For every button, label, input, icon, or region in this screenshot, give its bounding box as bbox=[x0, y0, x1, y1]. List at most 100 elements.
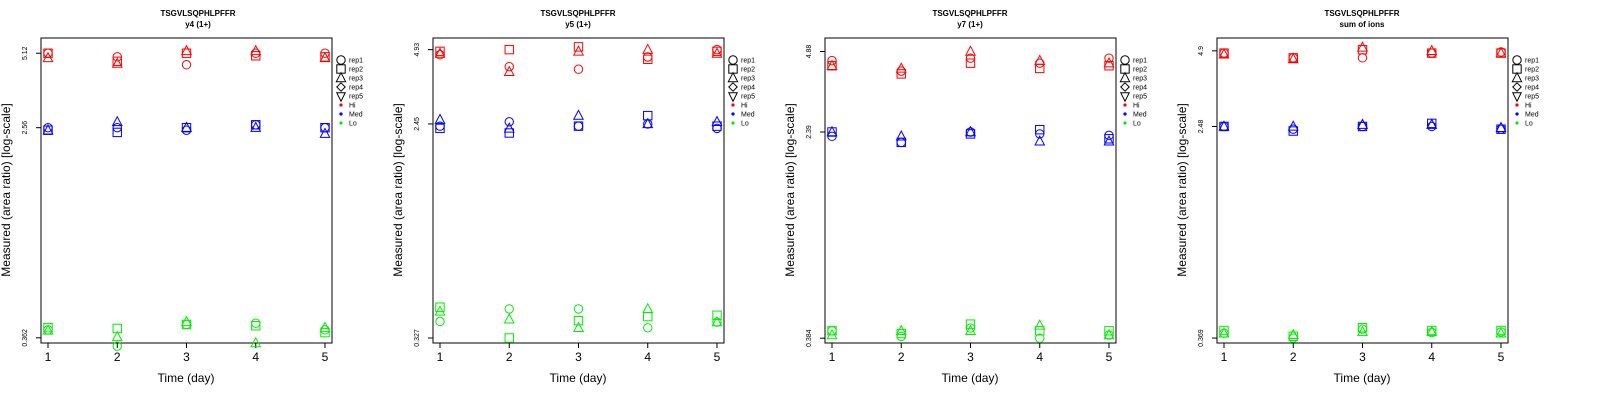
data-point-lo-rep3 bbox=[503, 313, 515, 324]
data-point-med-rep2 bbox=[1288, 126, 1298, 136]
data-point-med-rep2 bbox=[1496, 124, 1506, 134]
data-point-med-rep3 bbox=[180, 121, 193, 132]
data-point-med-rep2 bbox=[1104, 134, 1114, 144]
data-point-med-rep2 bbox=[712, 121, 722, 131]
x-tick-label: 3 bbox=[1359, 350, 1366, 364]
y-tick-label: 4.88 bbox=[806, 45, 813, 59]
data-point-hi-rep3 bbox=[711, 47, 723, 58]
legend-label: rep4 bbox=[1133, 85, 1147, 92]
y-tick-label: 5.12 bbox=[22, 46, 29, 60]
legend-label: rep4 bbox=[741, 85, 755, 92]
data-point-lo-rep2 bbox=[504, 333, 514, 343]
x-tick-label: 1 bbox=[437, 350, 444, 364]
data-point-med-rep1 bbox=[896, 137, 906, 148]
legend-label: rep1 bbox=[1133, 58, 1147, 65]
data-point-med-rep3 bbox=[642, 117, 654, 129]
legend-rep5-icon bbox=[1511, 92, 1523, 103]
data-point-lo-rep2 bbox=[1219, 325, 1229, 336]
data-point-med-rep1 bbox=[112, 122, 122, 133]
data-point-hi-rep1 bbox=[573, 64, 584, 74]
data-point-med-rep3 bbox=[826, 125, 838, 137]
legend-label: rep3 bbox=[349, 76, 363, 83]
data-point-lo-rep2 bbox=[251, 321, 261, 331]
data-point-med-rep2 bbox=[896, 137, 906, 148]
data-point-lo-rep3 bbox=[1287, 328, 1299, 340]
legend-label: rep3 bbox=[1133, 76, 1147, 83]
chart-subtitle: y7 (1+) bbox=[957, 20, 983, 29]
legend-rep3-icon bbox=[1119, 71, 1131, 83]
data-point-lo-rep3 bbox=[250, 336, 262, 348]
data-point-med-rep2 bbox=[112, 127, 122, 138]
data-point-hi-rep1 bbox=[1219, 48, 1229, 58]
data-point-hi-rep2 bbox=[112, 56, 122, 66]
data-point-med-rep3 bbox=[42, 123, 54, 135]
x-tick-label: 3 bbox=[967, 350, 974, 364]
legend-label: rep4 bbox=[1525, 85, 1539, 92]
legend-rep1-icon bbox=[1120, 55, 1130, 65]
legend-label: Hi bbox=[741, 103, 748, 110]
data-point-med-rep3 bbox=[319, 127, 331, 138]
y-axis-label: Measured (area ratio) [log-scale] bbox=[391, 103, 405, 276]
legend-hi-icon bbox=[339, 103, 343, 107]
data-point-hi-rep1 bbox=[1104, 53, 1114, 63]
legend-rep1-icon bbox=[1512, 55, 1522, 65]
data-point-med-rep3 bbox=[572, 109, 585, 120]
plot-frame bbox=[40, 37, 333, 344]
data-point-hi-rep3 bbox=[319, 51, 331, 63]
legend-label: Med bbox=[741, 112, 755, 119]
data-point-hi-rep3 bbox=[1356, 41, 1369, 52]
data-point-med-rep2 bbox=[435, 123, 445, 134]
data-point-lo-rep3 bbox=[572, 321, 585, 332]
legend-label: Hi bbox=[349, 103, 356, 110]
data-point-hi-rep3 bbox=[1287, 52, 1299, 64]
y-tick-label: 2.48 bbox=[1198, 120, 1205, 134]
data-point-hi-rep3 bbox=[1103, 56, 1115, 68]
legend-rep1-icon bbox=[336, 55, 346, 65]
data-point-lo-rep2 bbox=[965, 319, 976, 329]
data-point-lo-rep3 bbox=[1356, 325, 1369, 337]
y-tick-label: 0.369 bbox=[1198, 329, 1205, 347]
data-point-med-rep3 bbox=[711, 115, 723, 127]
x-tick-label: 3 bbox=[183, 350, 190, 364]
data-point-lo-rep3 bbox=[42, 324, 54, 335]
x-tick-label: 4 bbox=[1036, 350, 1043, 364]
data-point-lo-rep3 bbox=[1495, 327, 1507, 338]
data-point-med-rep3 bbox=[434, 113, 446, 124]
data-point-hi-rep3 bbox=[964, 45, 977, 56]
data-point-lo-rep3 bbox=[895, 324, 907, 336]
legend-rep4-icon bbox=[1512, 82, 1522, 92]
y-axis-label: Measured (area ratio) [log-scale] bbox=[0, 103, 13, 276]
x-axis-label: Time (day) bbox=[158, 371, 215, 385]
legend-label: rep2 bbox=[349, 67, 363, 74]
legend-label: Lo bbox=[349, 121, 357, 128]
chart-subtitle: y5 (1+) bbox=[565, 20, 591, 29]
data-point-lo-rep2 bbox=[1288, 331, 1298, 341]
legend-label: rep5 bbox=[349, 94, 363, 101]
data-point-med-rep3 bbox=[1356, 118, 1369, 129]
data-point-hi-rep3 bbox=[434, 47, 446, 58]
x-tick-label: 2 bbox=[114, 350, 121, 364]
data-point-lo-rep3 bbox=[826, 328, 838, 340]
data-point-med-rep3 bbox=[1495, 121, 1507, 133]
legend-label: rep1 bbox=[741, 58, 755, 65]
data-point-lo-rep3 bbox=[1034, 319, 1046, 330]
legend-rep5-icon bbox=[727, 92, 739, 103]
legend-rep3-icon bbox=[335, 71, 347, 83]
x-tick-label: 1 bbox=[45, 350, 52, 364]
data-point-lo-rep2 bbox=[1496, 325, 1506, 336]
x-tick-label: 4 bbox=[1428, 350, 1435, 364]
data-point-hi-rep3 bbox=[642, 43, 654, 54]
legend-label: rep2 bbox=[1133, 67, 1147, 74]
data-point-hi-rep3 bbox=[1034, 54, 1046, 65]
y-tick-label: 2.56 bbox=[22, 121, 29, 135]
legend-rep4-icon bbox=[1120, 82, 1130, 92]
data-point-lo-rep2 bbox=[435, 302, 445, 312]
x-axis-label: Time (day) bbox=[1334, 371, 1391, 385]
chart-plot: TSGVLSQPHLPFFR y7 (1+) Time (day) Measur… bbox=[783, 9, 1147, 385]
data-point-hi-rep3 bbox=[895, 62, 907, 73]
data-point-lo-rep1 bbox=[320, 325, 330, 335]
data-point-lo-rep1 bbox=[1035, 333, 1045, 343]
legend-label: Hi bbox=[1525, 103, 1532, 110]
data-point-hi-rep3 bbox=[1218, 48, 1230, 59]
x-tick-label: 2 bbox=[506, 350, 513, 364]
